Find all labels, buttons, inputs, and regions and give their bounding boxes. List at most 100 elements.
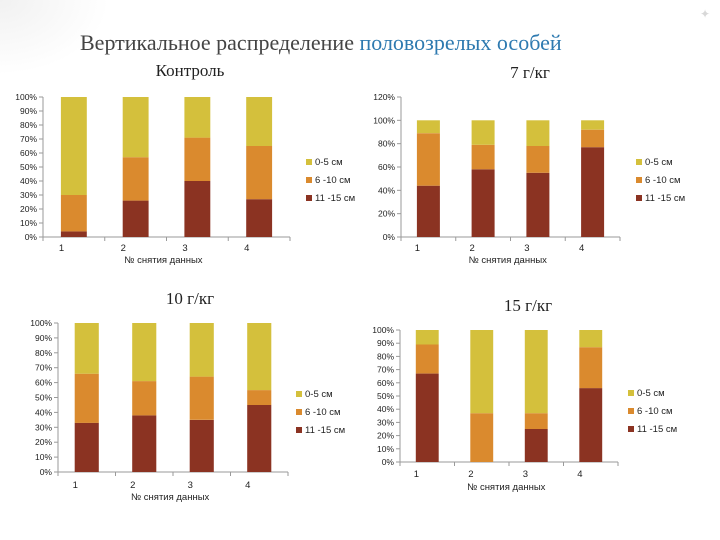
legend-label: 0-5 см <box>637 388 665 399</box>
y-tick-label: 20% <box>35 437 52 447</box>
x-tick-label: 1 <box>59 243 64 254</box>
legend-swatch <box>296 391 302 397</box>
chart-title-10: 10 г/кг <box>165 289 215 308</box>
bar-segment <box>132 323 157 382</box>
bar-segment <box>184 137 211 181</box>
y-tick-label: 60% <box>35 378 52 388</box>
bar-segment <box>415 330 439 345</box>
bar-segment <box>247 404 272 472</box>
y-tick-label: 50% <box>377 391 394 401</box>
x-tick-label: 3 <box>524 243 529 254</box>
legend-label: 0-5 см <box>315 157 343 168</box>
bar-segment <box>246 146 273 200</box>
sparkle-icon: ✦ <box>700 7 711 21</box>
bar-segment <box>581 147 605 237</box>
bar-segment <box>471 144 495 170</box>
y-tick-label: 0% <box>40 467 53 477</box>
x-tick-label: 4 <box>577 469 582 480</box>
bar-segment <box>524 330 548 414</box>
y-tick-label: 40% <box>377 404 394 414</box>
y-tick-label: 50% <box>20 162 37 172</box>
legend-label: 11 -15 см <box>305 425 345 436</box>
legend-label: 0-5 см <box>645 157 673 168</box>
bar-segment <box>132 381 157 416</box>
x-axis-title: № снятия данных <box>467 482 546 493</box>
bar-segment <box>246 199 273 237</box>
y-tick-label: 50% <box>35 393 52 403</box>
legend-swatch <box>306 159 312 165</box>
bar-segment <box>74 323 99 374</box>
bar-segment <box>189 376 214 420</box>
x-tick-label: 3 <box>523 469 528 480</box>
x-tick-label: 3 <box>182 243 187 254</box>
bar-segment <box>74 422 99 472</box>
y-tick-label: 100% <box>372 325 394 335</box>
x-tick-label: 4 <box>245 480 250 491</box>
bar-segment <box>524 429 548 462</box>
bar-segment <box>581 120 605 130</box>
y-tick-label: 30% <box>377 417 394 427</box>
bar-segment <box>470 330 494 414</box>
y-tick-label: 0% <box>25 232 38 242</box>
x-tick-label: 2 <box>470 243 475 254</box>
y-tick-label: 80% <box>35 348 52 358</box>
y-tick-label: 20% <box>377 431 394 441</box>
x-tick-label: 2 <box>130 480 135 491</box>
bar-segment <box>526 172 550 237</box>
legend-swatch <box>628 390 634 396</box>
chart-title-7: 7 г/кг <box>510 63 550 82</box>
legend-label: 11 -15 см <box>637 424 677 435</box>
bar-segment <box>579 347 603 389</box>
slide-title: Вертикальное распределение половозрелых … <box>80 30 562 56</box>
y-tick-label: 80% <box>20 120 37 130</box>
y-tick-label: 40% <box>20 176 37 186</box>
bar-segment <box>416 133 440 186</box>
x-tick-label: 2 <box>468 469 473 480</box>
legend-label: 11 -15 см <box>315 193 355 204</box>
y-tick-label: 90% <box>377 338 394 348</box>
y-tick-label: 30% <box>20 190 37 200</box>
bar-segment <box>415 344 439 374</box>
y-tick-label: 60% <box>20 148 37 158</box>
y-tick-label: 100% <box>373 115 395 125</box>
bar-segment <box>581 129 605 148</box>
y-tick-label: 90% <box>20 106 37 116</box>
bar-segment <box>60 97 87 195</box>
bar-segment <box>526 146 550 173</box>
y-tick-label: 10% <box>20 218 37 228</box>
bar-segment <box>122 157 149 201</box>
chart-title-15: 15 г/кг <box>503 296 553 315</box>
legend-swatch <box>296 409 302 415</box>
bar-segment <box>189 323 214 377</box>
bar-segment <box>416 120 440 134</box>
y-tick-label: 100% <box>30 318 52 328</box>
x-tick-label: 4 <box>579 243 584 254</box>
bar-segment <box>579 388 603 462</box>
y-tick-label: 40% <box>378 185 395 195</box>
y-tick-label: 80% <box>377 351 394 361</box>
legend-swatch <box>296 427 302 433</box>
bar-segment <box>524 413 548 429</box>
corner-decoration <box>0 0 110 75</box>
x-tick-label: 1 <box>415 243 420 254</box>
legend-swatch <box>628 426 634 432</box>
bar-segment <box>74 373 99 423</box>
bar-segment <box>247 323 272 391</box>
x-axis-title: № снятия данных <box>124 255 203 266</box>
legend-swatch <box>306 195 312 201</box>
legend-label: 0-5 см <box>305 389 333 400</box>
y-tick-label: 70% <box>377 365 394 375</box>
bar-segment <box>246 97 273 146</box>
bar-segment <box>122 200 149 237</box>
bar-segment <box>526 120 550 146</box>
y-tick-label: 10% <box>35 452 52 462</box>
chart-title-control: Контроль <box>155 61 225 80</box>
x-tick-label: 1 <box>414 469 419 480</box>
y-tick-label: 60% <box>377 378 394 388</box>
slide-title-part1: Вертикальное распределение <box>80 30 354 55</box>
y-tick-label: 20% <box>378 209 395 219</box>
